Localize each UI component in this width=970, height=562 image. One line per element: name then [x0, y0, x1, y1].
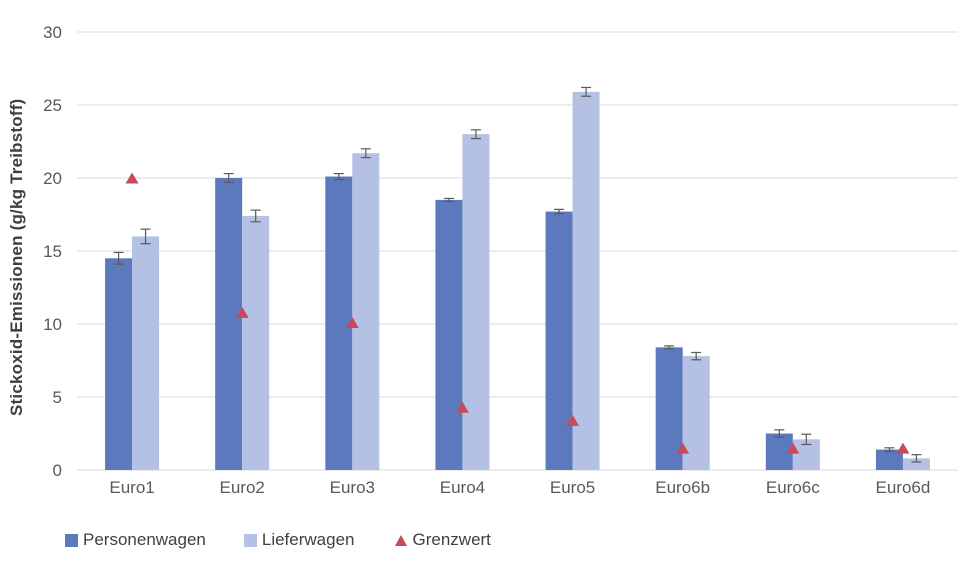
- legend-item-grenzwert: Grenzwert: [394, 530, 491, 550]
- legend-label-lieferwagen: Lieferwagen: [261, 530, 355, 549]
- x-category-label: Euro6c: [766, 478, 820, 497]
- grenzwert-marker-euro5: [566, 414, 580, 426]
- x-category-label: Euro1: [109, 478, 154, 497]
- legend-swatch-lieferwagen-icon: [243, 533, 257, 547]
- legend-label-personenwagen: Personenwagen: [83, 530, 206, 549]
- legend-item-personenwagen: Personenwagen: [65, 530, 206, 550]
- bar-personenwagen-euro2: [215, 178, 243, 470]
- grenzwert-marker-euro3: [345, 317, 359, 329]
- chart-plot-area: 0 5 10 15 20 25 30 Euro1 Euro2 Euro3 Euro4 Euro5 Eur…: [43, 23, 958, 497]
- grenzwert-marker-euro6b: [676, 442, 690, 454]
- bar-lieferwagen-euro6d: [902, 458, 930, 470]
- grenzwert-marker-euro1: [125, 172, 139, 184]
- chart-legend: Personenwagen Lieferwagen Grenzwert: [65, 530, 491, 550]
- x-category-label: Euro5: [550, 478, 595, 497]
- x-category-label: Euro6d: [876, 478, 931, 497]
- x-category-label: Euro6b: [655, 478, 710, 497]
- x-category-label: Euro3: [330, 478, 375, 497]
- x-category-label: Euro4: [440, 478, 485, 497]
- grenzwert-marker-euro2: [235, 306, 249, 318]
- grenzwert-marker-euro6c: [786, 442, 800, 454]
- y-tick-label: 30: [43, 23, 62, 42]
- bar-lieferwagen-euro5: [572, 91, 600, 471]
- bar-personenwagen-euro6d: [875, 449, 903, 470]
- y-tick-label: 20: [43, 169, 62, 188]
- y-tick-label: 15: [43, 242, 62, 261]
- bar-personenwagen-euro3: [325, 176, 353, 471]
- legend-marker-grenzwert-icon: [394, 534, 407, 546]
- legend-swatch-personenwagen-icon: [65, 533, 78, 547]
- legend-label-grenzwert: Grenzwert: [412, 530, 491, 549]
- grenzwert-marker-euro4: [455, 401, 469, 413]
- bar-lieferwagen-euro3: [352, 153, 380, 470]
- bar-personenwagen-euro6b: [655, 347, 683, 470]
- y-tick-label: 10: [43, 315, 62, 334]
- bar-personenwagen-euro5: [545, 211, 573, 470]
- legend-item-lieferwagen: Lieferwagen: [243, 530, 355, 550]
- x-category-label: Euro2: [220, 478, 265, 497]
- bar-personenwagen-euro4: [435, 199, 463, 470]
- bar-personenwagen-euro1: [105, 258, 133, 470]
- y-tick-label: 25: [43, 96, 62, 115]
- y-tick-label: 0: [53, 461, 62, 480]
- y-tick-label: 5: [53, 388, 62, 407]
- bar-lieferwagen-euro2: [242, 215, 270, 470]
- grenzwert-marker-euro6d: [896, 442, 910, 454]
- bar-lieferwagen-euro4: [462, 134, 490, 470]
- bar-lieferwagen-euro1: [132, 236, 160, 470]
